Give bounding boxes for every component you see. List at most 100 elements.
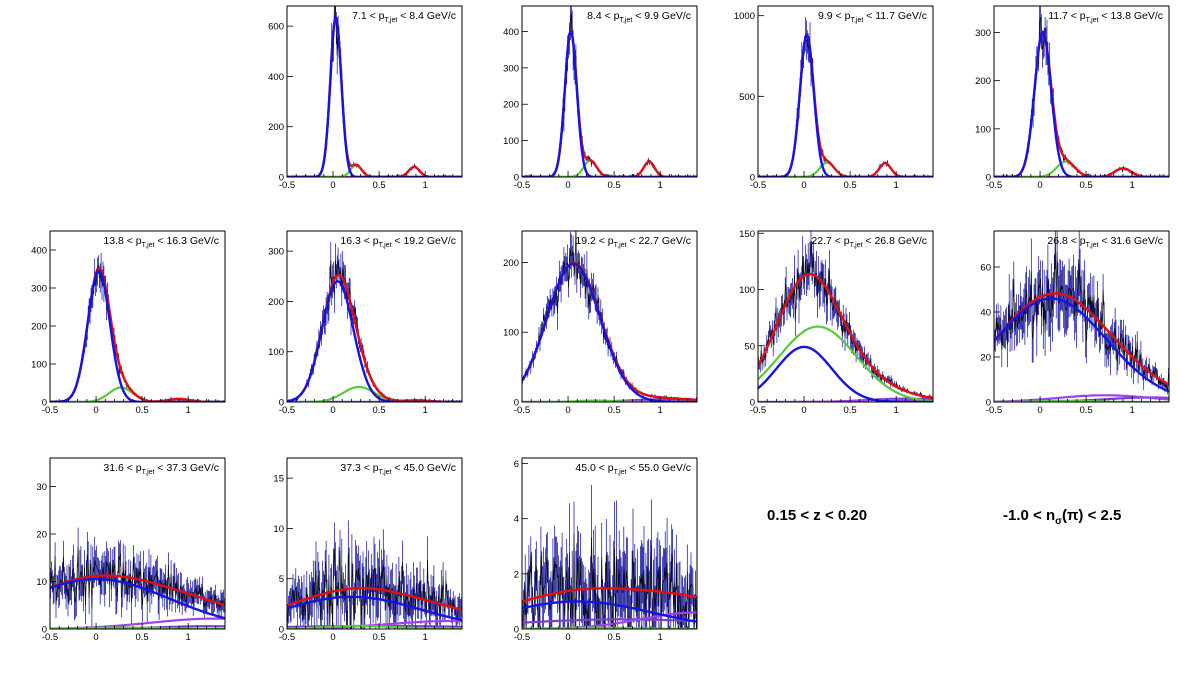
x-tick-label: 0.5 — [843, 405, 856, 416]
panel-title: 7.1 < pT,jet < 8.4 GeV/c — [352, 10, 456, 24]
x-tick-label: -0.5 — [279, 405, 295, 416]
total-fit-curve — [287, 15, 462, 177]
title-post: < 26.8 GeV/c — [863, 235, 928, 247]
title-pre: 16.3 < p — [340, 235, 378, 247]
kaon-fit-curve — [522, 159, 697, 177]
title-pre: 22.7 < p — [811, 235, 849, 247]
title-subscript: T,jet — [850, 242, 863, 249]
kaon-fit-curve — [758, 161, 933, 177]
nsigma-subscript: σ — [1055, 516, 1062, 527]
x-tick-label: -0.5 — [986, 405, 1002, 416]
x-tick-label: 0 — [93, 405, 98, 416]
title-post: < 9.9 GeV/c — [632, 10, 691, 22]
title-post: < 37.3 GeV/c — [155, 462, 220, 474]
title-subscript: T,jet — [384, 17, 397, 24]
y-tick-label: 300 — [503, 63, 519, 74]
title-pre: 19.2 < p — [575, 235, 613, 247]
x-tick-label: 1 — [423, 180, 428, 191]
pion-fit-curve — [50, 269, 225, 402]
plot-area — [287, 6, 462, 177]
x-tick-label: -0.5 — [42, 405, 58, 416]
y-tick-label: 0 — [750, 398, 755, 409]
title-post: < 16.3 GeV/c — [155, 235, 220, 247]
title-subscript: T,jet — [614, 469, 627, 476]
title-subscript: T,jet — [142, 469, 155, 476]
x-tick-label: 0.5 — [135, 405, 148, 416]
y-tick-label: 100 — [268, 347, 284, 358]
x-tick-label: -0.5 — [279, 180, 295, 191]
y-tick-label: 40 — [980, 308, 991, 319]
y-tick-label: 20 — [980, 353, 991, 364]
panel-title: 37.3 < pT,jet < 45.0 GeV/c — [340, 462, 456, 476]
data-error-bars — [522, 485, 697, 629]
panel-frame — [286, 457, 463, 630]
title-post: < 11.7 GeV/c — [863, 10, 927, 22]
x-tick-label: 0 — [565, 632, 570, 643]
data-error-bars — [50, 253, 225, 402]
x-tick-label: -0.5 — [514, 180, 530, 191]
panel-frame — [993, 5, 1170, 178]
pion-fit-curve — [758, 345, 933, 402]
y-tick-label: 0 — [279, 398, 284, 409]
x-tick-label: 1 — [1130, 180, 1135, 191]
x-tick-label: 0 — [330, 632, 335, 643]
y-tick-label: 200 — [268, 297, 284, 308]
x-tick-label: 0.5 — [135, 632, 148, 643]
y-tick-label: 400 — [268, 72, 284, 83]
title-pre: 26.8 < p — [1047, 235, 1085, 247]
panel-frame — [757, 230, 934, 403]
data-error-bars — [287, 242, 462, 402]
panel-frame — [286, 5, 463, 178]
x-tick-label: 0 — [565, 180, 570, 191]
z-range-text: 0.15 < z < 0.20 — [767, 507, 868, 524]
title-post: < 45.0 GeV/c — [392, 462, 457, 474]
x-tick-label: 0.5 — [372, 405, 385, 416]
y-tick-label: 15 — [273, 474, 284, 485]
pion-fit-curve — [522, 262, 697, 402]
panel-title: 8.4 < pT,jet < 9.9 GeV/c — [587, 10, 691, 24]
title-subscript: T,jet — [379, 242, 392, 249]
panel-title: 9.9 < pT,jet < 11.7 GeV/c — [818, 10, 927, 24]
panel-frame — [521, 5, 698, 178]
panel-frame — [521, 457, 698, 630]
y-tick-label: 500 — [739, 92, 755, 103]
x-tick-label: 0 — [801, 180, 806, 191]
y-tick-label: 10 — [36, 577, 47, 588]
title-subscript: T,jet — [379, 469, 392, 476]
pion-fit-curve — [287, 280, 462, 402]
total-fit-curve — [287, 587, 462, 611]
proton-fit-curve — [758, 398, 933, 402]
y-tick-label: 0 — [514, 625, 519, 636]
title-subscript: T,jet — [619, 17, 632, 24]
x-tick-label: 0 — [1037, 180, 1042, 191]
data-histogram — [522, 13, 697, 177]
title-pre: 31.6 < p — [103, 462, 141, 474]
x-tick-label: 0 — [1037, 405, 1042, 416]
y-tick-label: 5 — [279, 574, 284, 585]
x-tick-label: 1 — [1130, 405, 1135, 416]
title-post: < 19.2 GeV/c — [392, 235, 457, 247]
panel-frame — [993, 230, 1170, 403]
y-tick-label: 100 — [975, 124, 991, 135]
panel-title: 11.7 < pT,jet < 13.8 GeV/c — [1048, 10, 1163, 24]
x-tick-label: -0.5 — [750, 180, 766, 191]
data-histogram — [994, 17, 1169, 177]
pion-fit-curve — [287, 595, 462, 622]
total-fit-curve — [758, 272, 933, 400]
data-histogram — [287, 549, 462, 629]
x-tick-label: 0 — [93, 632, 98, 643]
nsigma-suffix: (π) < 2.5 — [1061, 507, 1122, 524]
z-range-label: 0.15 < z < 0.20 — [767, 507, 867, 524]
x-tick-label: 0 — [330, 405, 335, 416]
y-tick-label: 0 — [750, 173, 755, 184]
title-subscript: T,jet — [614, 242, 627, 249]
data-histogram — [287, 259, 462, 402]
panel-title: 31.6 < pT,jet < 37.3 GeV/c — [103, 462, 219, 476]
x-tick-label: 0.5 — [1079, 405, 1092, 416]
